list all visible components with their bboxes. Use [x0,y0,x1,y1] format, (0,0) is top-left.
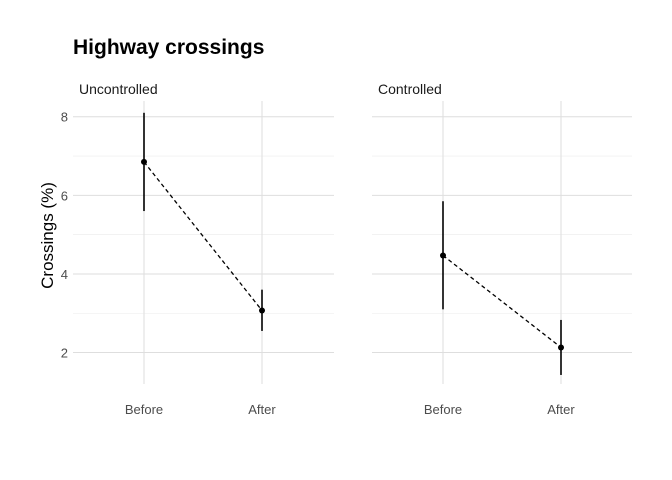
x-tick-label: Before [424,402,462,417]
y-tick-label: 4 [61,267,68,282]
uncontrolled-point-before [141,158,147,165]
y-tick-label: 2 [61,346,68,361]
y-axis-title: Crossings (%) [38,182,57,289]
controlled-trend-line [442,254,562,348]
x-tick-label: After [547,402,575,417]
uncontrolled-point-after [259,307,265,314]
controlled-point-before [440,252,446,259]
x-tick-label: Before [125,402,163,417]
x-tick-label: After [248,402,276,417]
chart-title: Highway crossings [73,36,265,59]
panel-label-controlled: Controlled [378,81,442,97]
panel-label-uncontrolled: Uncontrolled [79,81,158,97]
uncontrolled-trend-line [143,161,263,311]
controlled-point-after [558,344,564,351]
y-tick-label: 6 [61,188,68,203]
y-tick-label: 8 [61,110,68,125]
